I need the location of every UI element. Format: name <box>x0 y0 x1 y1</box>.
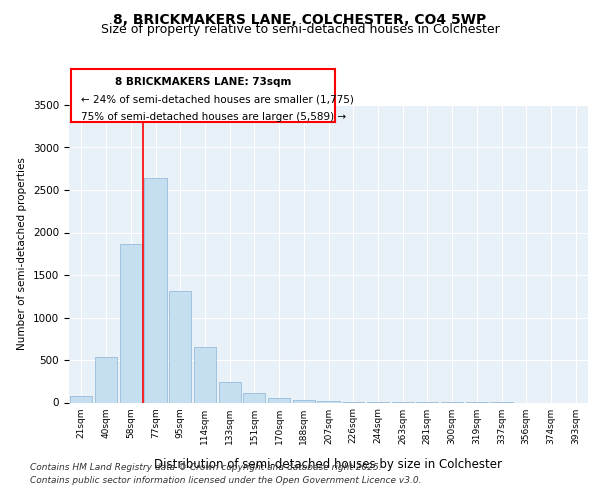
Bar <box>218 382 241 402</box>
Bar <box>119 244 142 402</box>
Bar <box>169 291 191 403</box>
Bar <box>243 392 265 402</box>
Text: Contains HM Land Registry data © Crown copyright and database right 2025.: Contains HM Land Registry data © Crown c… <box>30 462 382 471</box>
Text: 75% of semi-detached houses are larger (5,589) →: 75% of semi-detached houses are larger (… <box>82 112 346 122</box>
Text: ← 24% of semi-detached houses are smaller (1,775): ← 24% of semi-detached houses are smalle… <box>82 94 354 104</box>
Bar <box>194 347 216 403</box>
Bar <box>268 398 290 402</box>
Text: Size of property relative to semi-detached houses in Colchester: Size of property relative to semi-detach… <box>101 22 499 36</box>
Text: 8 BRICKMAKERS LANE: 73sqm: 8 BRICKMAKERS LANE: 73sqm <box>115 76 291 86</box>
Bar <box>317 401 340 402</box>
Bar <box>70 396 92 402</box>
X-axis label: Distribution of semi-detached houses by size in Colchester: Distribution of semi-detached houses by … <box>155 458 503 470</box>
Bar <box>293 400 315 402</box>
Bar <box>145 178 167 402</box>
Y-axis label: Number of semi-detached properties: Number of semi-detached properties <box>17 158 28 350</box>
Text: Contains public sector information licensed under the Open Government Licence v3: Contains public sector information licen… <box>30 476 421 485</box>
Bar <box>95 356 117 403</box>
Text: 8, BRICKMAKERS LANE, COLCHESTER, CO4 5WP: 8, BRICKMAKERS LANE, COLCHESTER, CO4 5WP <box>113 12 487 26</box>
